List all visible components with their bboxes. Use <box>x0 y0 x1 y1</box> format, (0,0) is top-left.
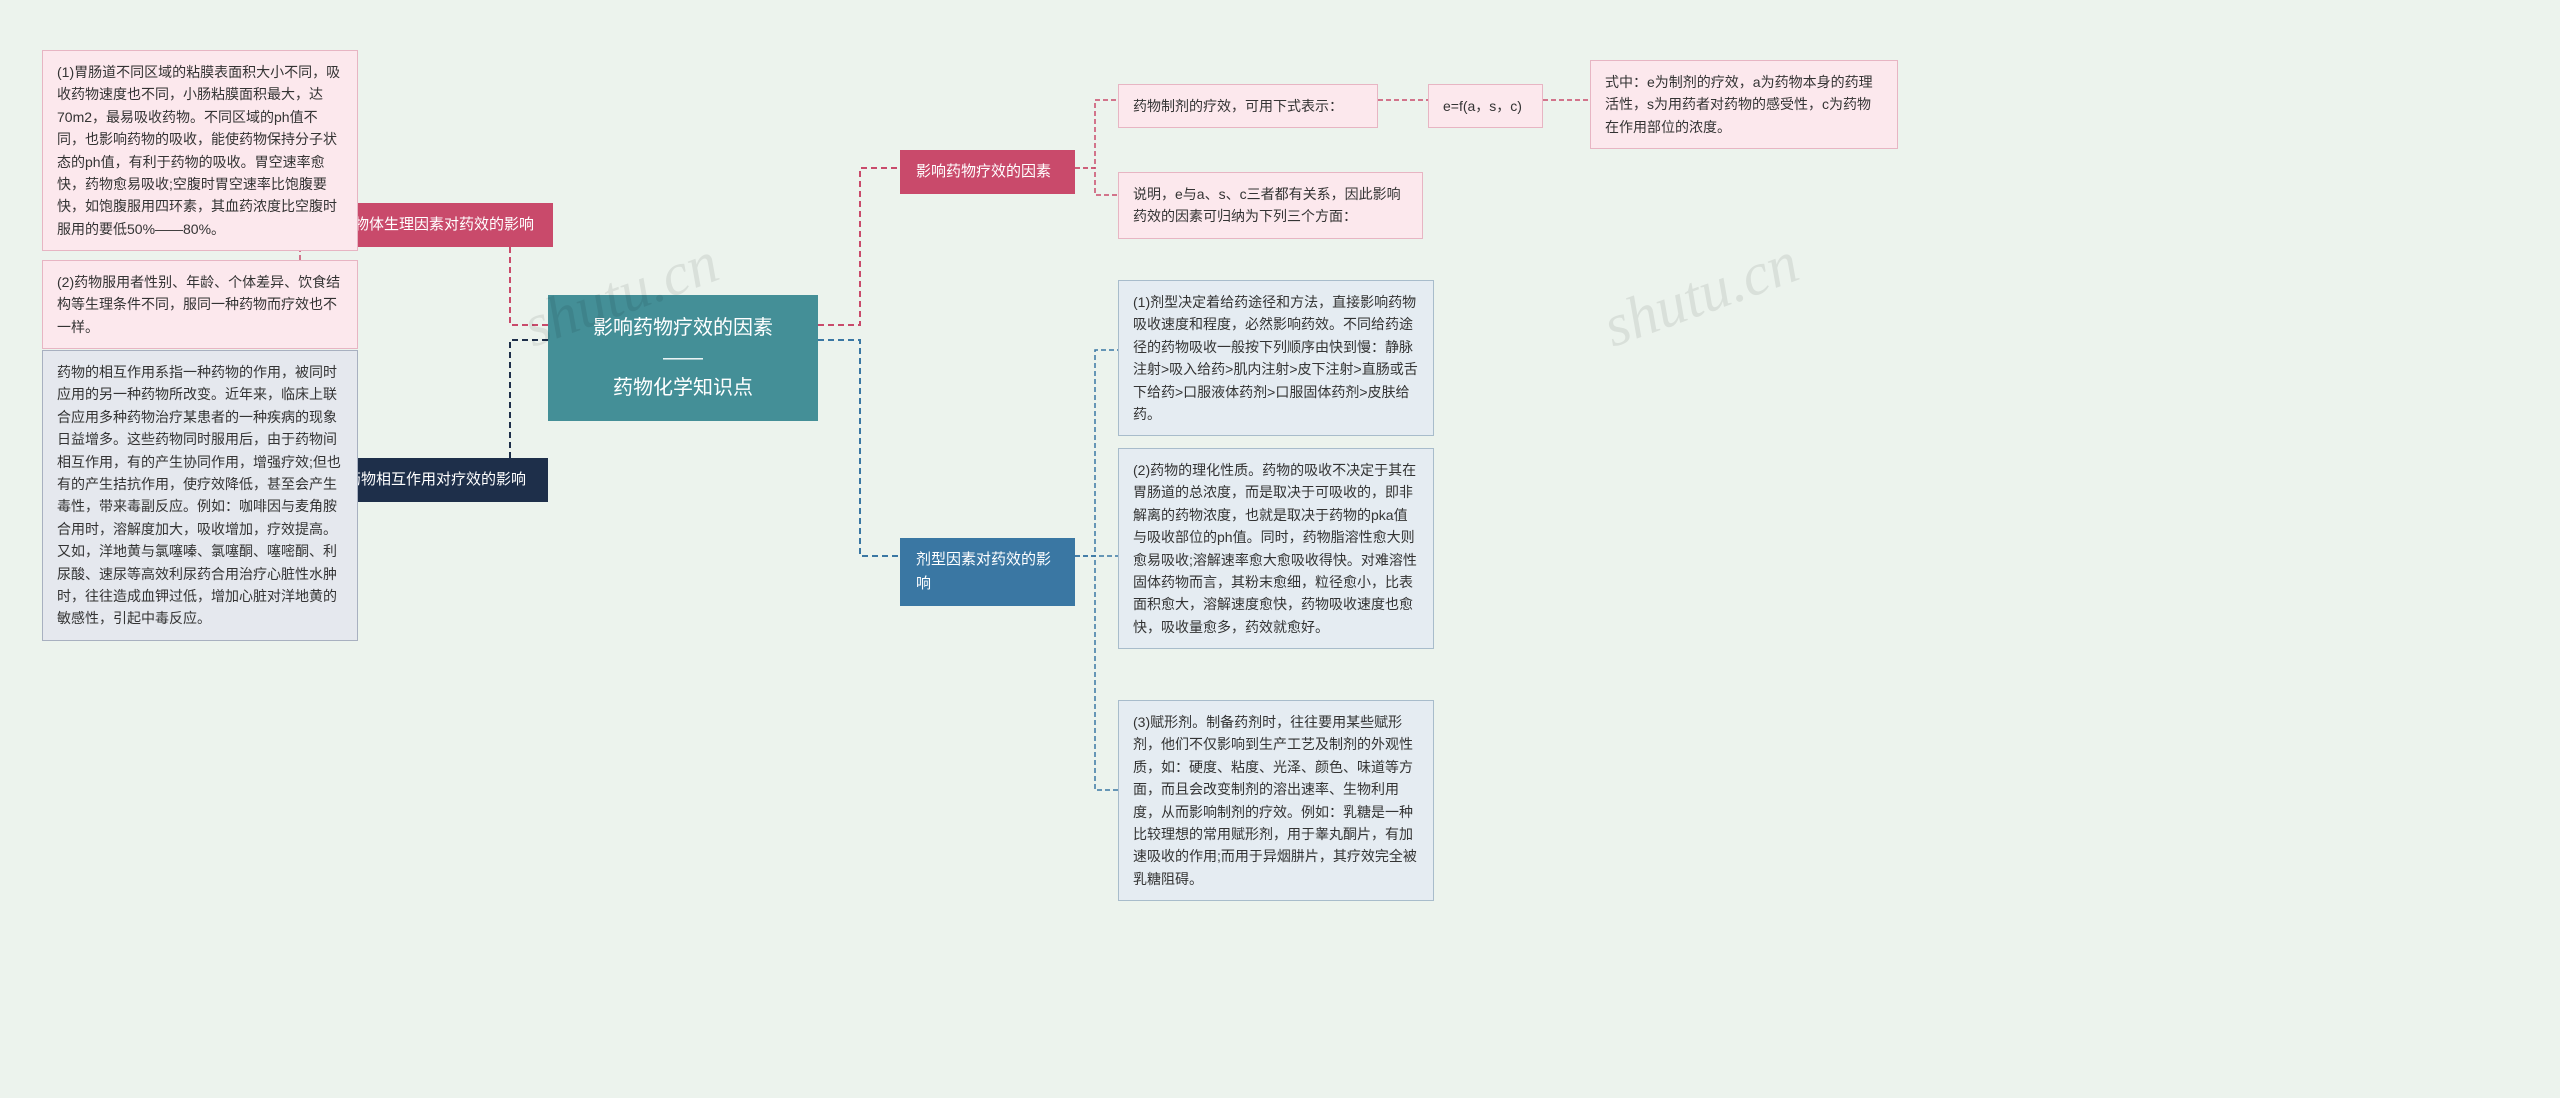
branch-efficacy-factors: 影响药物疗效的因素 <box>900 150 1075 194</box>
leaf-physiology-1: (1)胃肠道不同区域的粘膜表面积大小不同，吸收药物速度也不同，小肠粘膜面积最大，… <box>42 50 358 251</box>
leaf-dosage-2-text: (2)药物的理化性质。药物的吸收不决定于其在胃肠道的总浓度，而是取决于可吸收的，… <box>1133 462 1417 635</box>
branch-efficacy-factors-label: 影响药物疗效的因素 <box>916 163 1051 180</box>
leaf-efficacy-formula-text: e=f(a，s，c) <box>1443 98 1522 114</box>
center-node: 影响药物疗效的因素—— 药物化学知识点 <box>548 295 818 421</box>
branch-physiology-label: 生物体生理因素对药效的影响 <box>339 216 534 233</box>
leaf-dosage-3-text: (3)赋形剂。制备药剂时，往往要用某些赋形剂，他们不仅影响到生产工艺及制剂的外观… <box>1133 714 1417 887</box>
leaf-dosage-1-text: (1)剂型决定着给药途径和方法，直接影响药物吸收速度和程度，必然影响药效。不同给… <box>1133 294 1418 422</box>
leaf-dosage-1: (1)剂型决定着给药途径和方法，直接影响药物吸收速度和程度，必然影响药效。不同给… <box>1118 280 1434 436</box>
leaf-physiology-2-text: (2)药物服用者性别、年龄、个体差异、饮食结构等生理条件不同，服同一种药物而疗效… <box>57 274 340 335</box>
branch-interaction-label: 药物相互作用对疗效的影响 <box>346 471 526 488</box>
leaf-physiology-1-text: (1)胃肠道不同区域的粘膜表面积大小不同，吸收药物速度也不同，小肠粘膜面积最大，… <box>57 64 340 237</box>
leaf-efficacy-formula: e=f(a，s，c) <box>1428 84 1543 128</box>
leaf-physiology-2: (2)药物服用者性别、年龄、个体差异、饮食结构等生理条件不同，服同一种药物而疗效… <box>42 260 358 349</box>
branch-dosage-form-label: 剂型因素对药效的影响 <box>916 551 1051 592</box>
center-title-line1: 影响药物疗效的因素—— <box>593 317 773 369</box>
leaf-efficacy-summary: 说明，e与a、s、c三者都有关系，因此影响药效的因素可归纳为下列三个方面： <box>1118 172 1423 239</box>
center-title-line2: 药物化学知识点 <box>613 377 753 399</box>
branch-dosage-form: 剂型因素对药效的影响 <box>900 538 1075 606</box>
leaf-efficacy-formula-desc-text: 药物制剂的疗效，可用下式表示： <box>1133 98 1343 114</box>
leaf-efficacy-summary-text: 说明，e与a、s、c三者都有关系，因此影响药效的因素可归纳为下列三个方面： <box>1133 186 1401 224</box>
leaf-dosage-2: (2)药物的理化性质。药物的吸收不决定于其在胃肠道的总浓度，而是取决于可吸收的，… <box>1118 448 1434 649</box>
branch-interaction: 药物相互作用对疗效的影响 <box>330 458 548 502</box>
leaf-efficacy-formula-desc: 药物制剂的疗效，可用下式表示： <box>1118 84 1378 128</box>
leaf-interaction-1-text: 药物的相互作用系指一种药物的作用，被同时应用的另一种药物所改变。近年来，临床上联… <box>57 364 341 626</box>
leaf-interaction-1: 药物的相互作用系指一种药物的作用，被同时应用的另一种药物所改变。近年来，临床上联… <box>42 350 358 641</box>
watermark: shutu.cn <box>1594 228 1807 362</box>
leaf-dosage-3: (3)赋形剂。制备药剂时，往往要用某些赋形剂，他们不仅影响到生产工艺及制剂的外观… <box>1118 700 1434 901</box>
leaf-efficacy-formula-explain: 式中：e为制剂的疗效，a为药物本身的药理活性，s为用药者对药物的感受性，c为药物… <box>1590 60 1898 149</box>
leaf-efficacy-formula-explain-text: 式中：e为制剂的疗效，a为药物本身的药理活性，s为用药者对药物的感受性，c为药物… <box>1605 74 1873 135</box>
